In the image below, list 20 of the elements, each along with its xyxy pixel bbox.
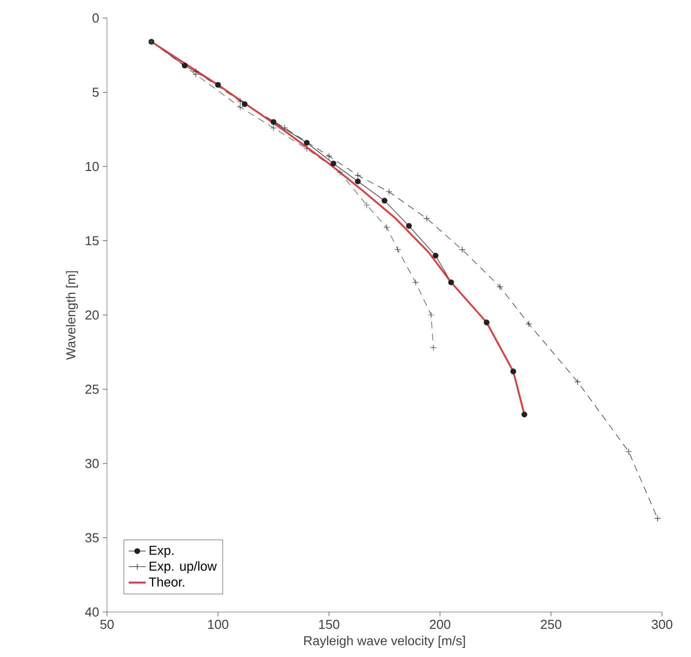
x-tick-label: 250	[540, 620, 562, 629]
y-tick-label: 15	[86, 236, 99, 246]
y-tick-label: 40	[85, 607, 99, 617]
x-tick-label: 150	[319, 620, 340, 629]
legend-label: Theor.	[148, 577, 184, 587]
y-tick-label: 20	[85, 310, 99, 320]
x-axis-title: Rayleigh wave velocity [m/s]	[304, 636, 465, 648]
y-tick-label: 25	[85, 384, 99, 394]
x-tick-label: 200	[430, 620, 450, 629]
x-tick-label: 300	[652, 620, 672, 629]
y-tick-label: 30	[85, 458, 99, 468]
legend-label: Exp. up/low	[150, 561, 217, 574]
y-tick-label: 0	[92, 13, 99, 23]
x-tick-label: 50	[100, 620, 114, 629]
y-tick-label: 5	[92, 88, 99, 97]
x-tick-label: 100	[208, 620, 228, 629]
y-tick-label: 10	[86, 162, 99, 172]
y-axis-title: Wavelength [m]	[66, 271, 78, 360]
y-tick-label: 35	[85, 533, 99, 542]
legend-label: Exp.	[150, 546, 174, 558]
